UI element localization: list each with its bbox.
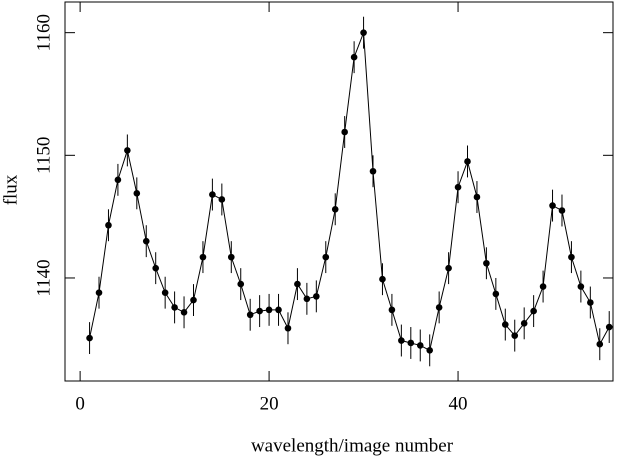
data-point	[360, 29, 367, 36]
x-tick-label: 0	[75, 393, 85, 414]
data-point	[520, 320, 528, 327]
data-point	[426, 347, 434, 354]
x-axis-label: wavelength/image number	[251, 435, 454, 456]
data-point	[435, 304, 443, 311]
data-point	[501, 321, 509, 328]
data-point	[539, 283, 547, 290]
data-point	[190, 296, 197, 304]
data-point	[473, 193, 481, 201]
x-tick-label: 20	[260, 393, 279, 414]
data-point	[549, 202, 556, 209]
data-point	[275, 306, 282, 314]
data-point	[313, 293, 320, 300]
data-point	[322, 253, 330, 261]
data-point	[369, 167, 377, 175]
data-point	[492, 290, 500, 298]
data-point	[114, 176, 122, 184]
data-point	[530, 307, 537, 315]
data-point	[577, 283, 585, 290]
y-tick-label: 1160	[33, 14, 54, 51]
data-point	[379, 275, 386, 283]
data-point	[416, 342, 424, 349]
data-point	[180, 309, 188, 316]
data-point	[568, 253, 575, 261]
x-tick-label: 40	[449, 393, 468, 414]
data-point	[511, 332, 519, 339]
data-point	[142, 237, 150, 245]
data-point	[161, 289, 169, 296]
data-point	[227, 253, 235, 261]
data-point	[171, 304, 178, 311]
data-point	[388, 306, 396, 314]
data-point	[331, 205, 339, 213]
series-line	[89, 32, 610, 352]
data-point	[199, 253, 207, 261]
data-point	[587, 299, 594, 306]
plot-frame	[64, 1, 614, 382]
data-point	[294, 280, 301, 288]
data-point	[95, 289, 103, 296]
data-point	[237, 280, 245, 288]
y-axis-label: flux	[0, 174, 21, 205]
data-point	[133, 190, 141, 197]
data-point	[246, 311, 254, 319]
data-point	[407, 339, 415, 347]
data-point	[596, 340, 604, 348]
data-point	[209, 191, 216, 198]
data-point	[124, 147, 131, 154]
data-point	[483, 259, 490, 267]
data-point	[445, 264, 452, 272]
y-tick-label: 1140	[33, 259, 54, 296]
data-point	[464, 158, 471, 165]
data-point	[256, 307, 263, 315]
data-point	[265, 306, 273, 314]
y-tick-label: 1150	[33, 137, 54, 174]
data-point	[398, 337, 405, 344]
data-point	[350, 53, 358, 61]
data-point	[86, 334, 93, 342]
data-point	[605, 323, 613, 331]
data-point	[303, 295, 311, 303]
data-point	[341, 128, 348, 136]
data-point	[152, 264, 160, 272]
data-point	[105, 221, 112, 229]
data-point	[454, 183, 462, 191]
data-point	[558, 207, 566, 214]
data-point	[284, 324, 292, 332]
data-point	[218, 196, 226, 203]
